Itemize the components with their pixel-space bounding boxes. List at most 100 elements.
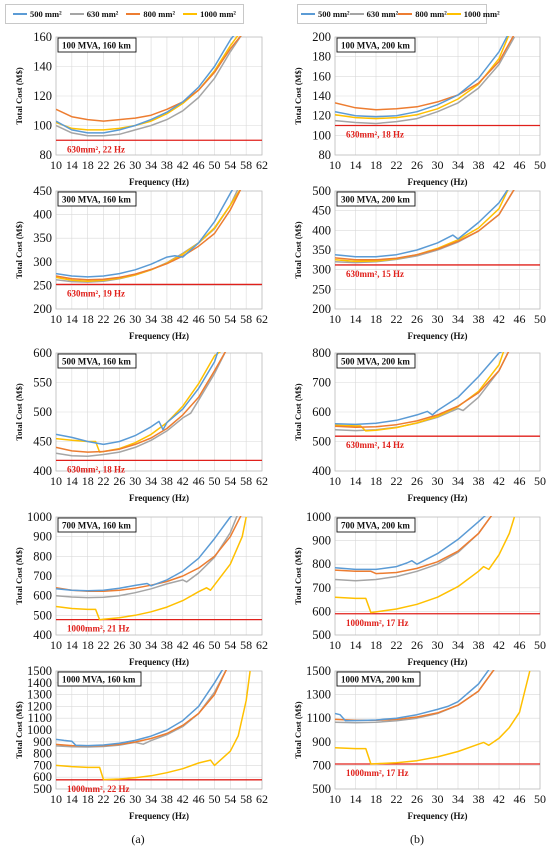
x-tick-label: 46: [514, 638, 526, 652]
x-tick-label: 34: [145, 158, 157, 172]
legend-swatch: [69, 13, 84, 15]
series-line: [335, 516, 493, 575]
x-tick-label: 10: [329, 638, 341, 652]
y-tick-label: 500: [312, 184, 331, 198]
chart-panel: 400 500 600 700 800 900 1000 10 14 18 22 26 30 34 38 42…: [14, 510, 268, 667]
series-line: [56, 190, 242, 281]
y-tick-label: 140: [312, 89, 331, 103]
series-line: [335, 36, 516, 125]
y-axis-title: Total Cost (M$): [14, 221, 24, 278]
annotation-label: 630mm², 18 Hz: [346, 130, 404, 140]
x-tick-label: 50: [208, 792, 220, 806]
legend-label: 630 mm²: [366, 9, 399, 19]
x-tick-label: 18: [370, 792, 382, 806]
series-line: [335, 516, 486, 571]
legend-label: 500 mm²: [318, 9, 350, 19]
legend-swatch: [301, 13, 315, 15]
y-tick-label: 500: [33, 405, 52, 419]
y-tick-label: 100: [33, 119, 52, 133]
y-tick-label: 900: [312, 534, 331, 548]
x-tick-label: 58: [240, 792, 252, 806]
x-tick-label: 50: [208, 312, 220, 326]
legend-right: 500 mm² 630 mm² 800 mm² 1000 mm²: [297, 4, 500, 24]
y-axis-title: Total Cost (M$): [14, 67, 24, 124]
x-tick-label: 22: [98, 158, 110, 172]
series-line: [335, 516, 516, 614]
x-tick-label: 14: [66, 792, 78, 806]
x-tick-label: 22: [98, 312, 110, 326]
x-tick-label: 14: [350, 474, 362, 488]
x-tick-label: 10: [50, 792, 62, 806]
legend-item: 800 mm²: [398, 9, 447, 19]
subfigure-label-a: (a): [131, 832, 145, 846]
x-tick-label: 38: [161, 312, 173, 326]
title-box: [57, 671, 142, 687]
series-line: [335, 190, 515, 261]
plot-frame: [55, 352, 263, 472]
y-tick-label: 350: [33, 231, 52, 245]
y-tick-label: 300: [312, 263, 331, 277]
y-tick-label: 250: [33, 278, 52, 292]
x-tick-label: 30: [432, 474, 444, 488]
x-tick-label: 10: [50, 312, 62, 326]
chart-title: 300 MVA, 160 km: [62, 195, 131, 205]
y-tick-label: 1500: [27, 664, 52, 678]
x-tick-label: 26: [411, 312, 423, 326]
legend-label: 800 mm²: [415, 9, 447, 19]
x-tick-label: 42: [177, 792, 189, 806]
x-tick-label: 46: [514, 792, 526, 806]
y-tick-label: 400: [312, 223, 331, 237]
x-tick-label: 46: [514, 474, 526, 488]
title-box: [336, 191, 416, 207]
x-tick-label: 18: [370, 158, 382, 172]
legend-label: 1000 mm²: [200, 9, 236, 19]
y-axis-title: Total Cost (M$): [14, 383, 24, 440]
annotation-label: 630mm², 18 Hz: [67, 464, 125, 474]
y-tick-label: 500: [312, 628, 331, 642]
legend-item: 500 mm²: [13, 9, 62, 19]
legend-left: 500 mm² 630 mm² 800 mm² 1000 mm²: [5, 4, 244, 24]
x-tick-label: 14: [350, 158, 362, 172]
x-axis-title: Frequency (Hz): [407, 657, 467, 667]
plot-frame: [55, 36, 263, 156]
title-box: [336, 517, 416, 533]
x-tick-label: 38: [161, 158, 173, 172]
y-tick-label: 500: [312, 782, 331, 796]
x-tick-label: 30: [129, 474, 141, 488]
x-axis-title: Frequency (Hz): [129, 657, 189, 667]
y-tick-label: 80: [40, 148, 53, 162]
y-tick-label: 1200: [27, 699, 52, 713]
x-tick-label: 50: [208, 638, 220, 652]
x-tick-label: 26: [411, 638, 423, 652]
series-line: [56, 36, 242, 122]
y-tick-label: 1100: [27, 711, 52, 725]
x-tick-label: 34: [452, 792, 464, 806]
x-tick-label: 26: [113, 158, 125, 172]
x-tick-label: 18: [370, 474, 382, 488]
x-tick-label: 38: [473, 312, 485, 326]
y-tick-label: 200: [312, 302, 331, 316]
title-box: [57, 517, 137, 533]
annotation-label: 630mm², 15 Hz: [346, 269, 404, 279]
x-axis-title: Frequency (Hz): [129, 177, 189, 187]
y-tick-label: 1300: [306, 688, 331, 702]
chart-title: 500 MVA, 160 km: [62, 357, 131, 367]
y-tick-label: 350: [312, 243, 331, 257]
y-tick-label: 400: [33, 208, 52, 222]
x-tick-label: 22: [391, 312, 403, 326]
legend-item: 1000 mm²: [183, 9, 236, 19]
y-tick-label: 550: [33, 376, 52, 390]
x-tick-label: 58: [240, 158, 252, 172]
legend-label: 1000 mm²: [463, 9, 500, 19]
x-tick-label: 42: [493, 638, 505, 652]
plot-frame: [334, 516, 541, 636]
x-axis-title: Frequency (Hz): [129, 493, 189, 503]
series-line: [56, 36, 235, 134]
subfigure-label-b: (b): [410, 832, 424, 846]
x-tick-label: 58: [240, 638, 252, 652]
series-line: [335, 36, 515, 111]
x-tick-label: 38: [161, 638, 173, 652]
annotation-label: 630mm², 14 Hz: [346, 440, 404, 450]
x-tick-label: 62: [256, 158, 268, 172]
x-tick-label: 22: [391, 474, 403, 488]
